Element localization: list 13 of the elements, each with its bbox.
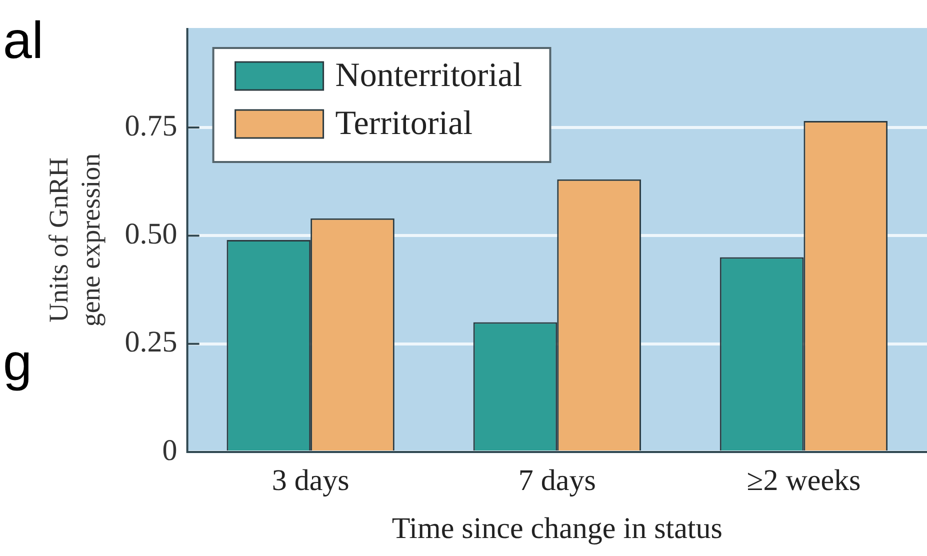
- y-tick-label: 0: [162, 434, 178, 467]
- y-tick-label: 0.75: [124, 109, 178, 142]
- legend-label: Nonterritorial: [335, 56, 522, 94]
- text: al: [3, 12, 44, 70]
- text: g: [3, 334, 32, 392]
- x-tick-label: 7 days: [518, 464, 596, 497]
- legend-label: Territorial: [335, 104, 473, 142]
- x-axis-title: Time since change in status: [392, 512, 722, 545]
- y-tick-label: 0.50: [124, 218, 178, 251]
- x-tick-label: ≥2 weeks: [746, 464, 861, 497]
- x-tick-label: 3 days: [272, 464, 350, 497]
- y-tick-label: 0.25: [124, 326, 178, 359]
- y-axis-title: Units of GnRH gene expression: [43, 152, 106, 327]
